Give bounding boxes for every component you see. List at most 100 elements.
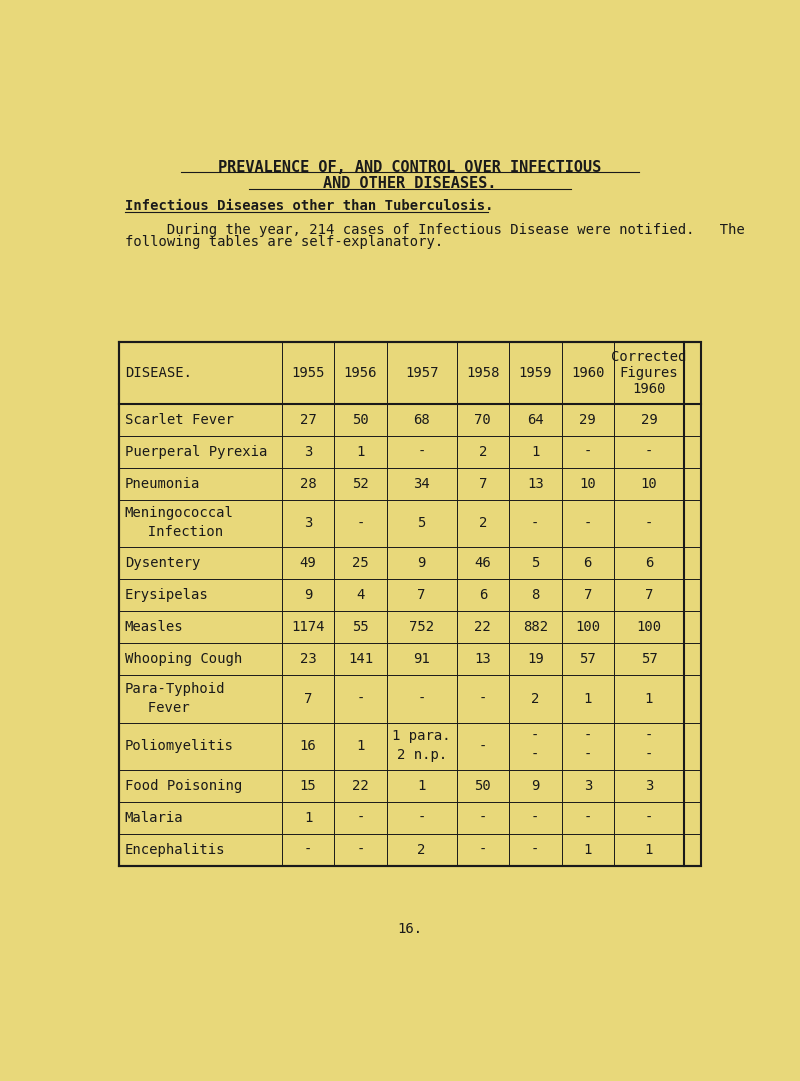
Text: AND OTHER DISEASES.: AND OTHER DISEASES. xyxy=(323,176,497,191)
Text: -: - xyxy=(478,739,487,753)
Text: 57: 57 xyxy=(641,652,658,666)
Text: 50: 50 xyxy=(474,779,491,793)
Text: 52: 52 xyxy=(352,477,369,491)
Text: Food Poisoning: Food Poisoning xyxy=(125,779,242,793)
Text: 68: 68 xyxy=(414,413,430,427)
Text: Dysentery: Dysentery xyxy=(125,556,200,570)
Text: Malaria: Malaria xyxy=(125,811,183,825)
Text: 7: 7 xyxy=(645,588,653,602)
Text: 1: 1 xyxy=(304,811,312,825)
Text: -: - xyxy=(478,843,487,857)
Text: -: - xyxy=(583,748,592,762)
Text: 7: 7 xyxy=(304,692,312,706)
Text: 1: 1 xyxy=(418,779,426,793)
Text: 13: 13 xyxy=(527,477,544,491)
Text: 16: 16 xyxy=(300,739,316,753)
Text: 100: 100 xyxy=(575,620,600,635)
Text: 50: 50 xyxy=(352,413,369,427)
Text: -: - xyxy=(356,517,365,531)
Text: 2: 2 xyxy=(478,517,487,531)
Text: -: - xyxy=(356,843,365,857)
Text: 6: 6 xyxy=(583,556,592,570)
Text: 64: 64 xyxy=(527,413,544,427)
Text: 100: 100 xyxy=(636,620,662,635)
Text: 8: 8 xyxy=(531,588,539,602)
Text: 19: 19 xyxy=(527,652,544,666)
Text: 46: 46 xyxy=(474,556,491,570)
Text: Fever: Fever xyxy=(131,700,190,715)
Text: PREVALENCE OF, AND CONTROL OVER INFECTIOUS: PREVALENCE OF, AND CONTROL OVER INFECTIO… xyxy=(218,160,602,175)
Text: 1: 1 xyxy=(531,444,539,458)
Text: 29: 29 xyxy=(641,413,658,427)
Text: 1957: 1957 xyxy=(405,365,438,379)
Text: 3: 3 xyxy=(583,779,592,793)
Text: -: - xyxy=(356,692,365,706)
Text: 55: 55 xyxy=(352,620,369,635)
Text: 29: 29 xyxy=(579,413,596,427)
Text: 9: 9 xyxy=(418,556,426,570)
Text: 28: 28 xyxy=(300,477,316,491)
Text: 3: 3 xyxy=(645,779,653,793)
Text: 1956: 1956 xyxy=(344,365,378,379)
Text: Puerperal Pyrexia: Puerperal Pyrexia xyxy=(125,444,267,458)
Bar xyxy=(118,342,702,866)
Text: -: - xyxy=(583,729,592,743)
Text: 1955: 1955 xyxy=(291,365,325,379)
Text: 70: 70 xyxy=(474,413,491,427)
Text: 752: 752 xyxy=(409,620,434,635)
Text: 2 n.p.: 2 n.p. xyxy=(397,748,446,762)
Text: 9: 9 xyxy=(531,779,539,793)
Text: 1: 1 xyxy=(356,444,365,458)
Text: -: - xyxy=(645,444,653,458)
Text: 141: 141 xyxy=(348,652,373,666)
Text: 10: 10 xyxy=(579,477,596,491)
Text: 7: 7 xyxy=(583,588,592,602)
Text: 2: 2 xyxy=(478,444,487,458)
Text: Scarlet Fever: Scarlet Fever xyxy=(125,413,234,427)
Text: -: - xyxy=(531,811,539,825)
Text: Meningococcal: Meningococcal xyxy=(125,506,234,520)
Text: -: - xyxy=(478,692,487,706)
Text: -: - xyxy=(645,811,653,825)
Text: -: - xyxy=(418,692,426,706)
Text: Pneumonia: Pneumonia xyxy=(125,477,200,491)
Text: Infectious Diseases other than Tuberculosis.: Infectious Diseases other than Tuberculo… xyxy=(125,199,494,213)
Text: 49: 49 xyxy=(300,556,316,570)
Text: 91: 91 xyxy=(414,652,430,666)
Text: 27: 27 xyxy=(300,413,316,427)
Text: -: - xyxy=(356,811,365,825)
Text: 882: 882 xyxy=(522,620,548,635)
Text: -: - xyxy=(418,811,426,825)
Text: 25: 25 xyxy=(352,556,369,570)
Text: 3: 3 xyxy=(304,444,312,458)
Text: -: - xyxy=(304,843,312,857)
Text: Corrected
Figures
1960: Corrected Figures 1960 xyxy=(611,349,686,396)
Text: 1: 1 xyxy=(356,739,365,753)
Text: -: - xyxy=(531,748,539,762)
Text: Whooping Cough: Whooping Cough xyxy=(125,652,242,666)
Text: 1: 1 xyxy=(583,692,592,706)
Text: -: - xyxy=(531,729,539,743)
Text: 57: 57 xyxy=(579,652,596,666)
Text: Measles: Measles xyxy=(125,620,183,635)
Text: 22: 22 xyxy=(474,620,491,635)
Text: 5: 5 xyxy=(531,556,539,570)
Text: 1 para.: 1 para. xyxy=(392,729,451,743)
Text: -: - xyxy=(645,729,653,743)
Text: -: - xyxy=(418,444,426,458)
Text: -: - xyxy=(478,811,487,825)
Text: Infection: Infection xyxy=(131,525,223,539)
Text: -: - xyxy=(645,517,653,531)
Text: -: - xyxy=(583,811,592,825)
Text: 1959: 1959 xyxy=(518,365,552,379)
Text: 9: 9 xyxy=(304,588,312,602)
Text: -: - xyxy=(583,517,592,531)
Text: 5: 5 xyxy=(418,517,426,531)
Text: During the year, 214 cases of Infectious Disease were notified.   The: During the year, 214 cases of Infectious… xyxy=(125,223,745,237)
Text: Encephalitis: Encephalitis xyxy=(125,843,226,857)
Text: 7: 7 xyxy=(418,588,426,602)
Text: 7: 7 xyxy=(478,477,487,491)
Text: 1174: 1174 xyxy=(291,620,325,635)
Text: 10: 10 xyxy=(641,477,658,491)
Text: 1960: 1960 xyxy=(571,365,605,379)
